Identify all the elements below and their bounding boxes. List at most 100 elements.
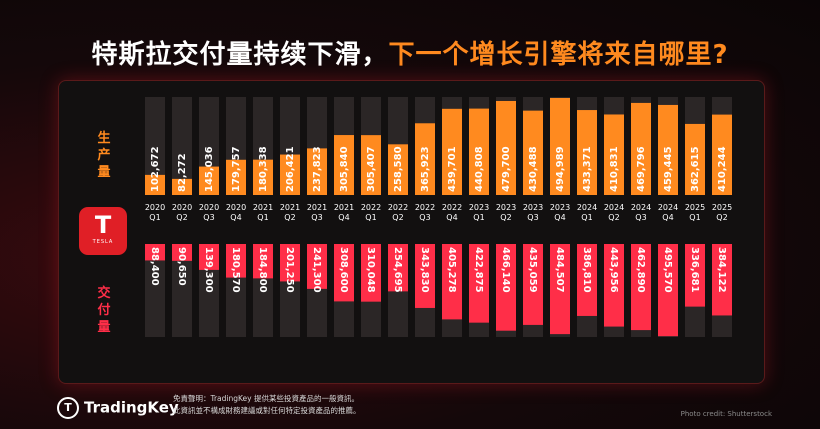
delivery-bar <box>577 244 597 316</box>
production-data-label: 305,840 <box>339 146 350 192</box>
x-tick-year: 2021 <box>253 203 273 212</box>
x-tick-year: 2023 <box>523 203 543 212</box>
x-tick-quarter: Q1 <box>689 213 700 222</box>
production-data-label: 479,700 <box>501 146 512 192</box>
production-data-label: 440,808 <box>474 146 485 192</box>
delivery-data-label: 310,048 <box>365 247 376 293</box>
x-tick-year: 2023 <box>496 203 516 212</box>
production-data-label: 206,421 <box>285 146 296 192</box>
x-tick-year: 2021 <box>307 203 327 212</box>
photo-credit: Photo credit: Shutterstock <box>680 410 772 418</box>
production-data-label: 494,989 <box>555 146 566 192</box>
delivery-bar <box>307 244 327 289</box>
x-tick-quarter: Q3 <box>311 213 322 222</box>
x-tick-year: 2020 <box>226 203 246 212</box>
x-tick-year: 2020 <box>199 203 219 212</box>
delivery-data-label: 90,650 <box>176 247 187 286</box>
x-tick-quarter: Q2 <box>716 213 727 222</box>
delivery-bar <box>658 244 678 337</box>
delivery-bar <box>388 244 408 292</box>
delivery-data-label: 443,956 <box>608 247 619 293</box>
production-bar <box>172 178 192 195</box>
delivery-data-label: 254,695 <box>392 247 403 293</box>
x-tick-quarter: Q4 <box>446 213 457 222</box>
x-tick-quarter: Q4 <box>338 213 349 222</box>
delivery-data-label: 139,300 <box>203 247 214 293</box>
x-tick-quarter: Q4 <box>230 213 241 222</box>
title-highlight: 下一个增长引擎将来自哪里? <box>388 40 729 70</box>
x-tick-year: 2023 <box>550 203 570 212</box>
delivery-bar <box>604 244 624 327</box>
x-tick-year: 2024 <box>658 203 678 212</box>
x-tick-quarter: Q1 <box>473 213 484 222</box>
production-data-label: 237,823 <box>312 146 323 192</box>
title-main: 特斯拉交付量持续下滑， <box>91 40 389 70</box>
x-tick-year: 2024 <box>631 203 651 212</box>
production-bar <box>496 100 516 195</box>
disclaimer: 免責聲明：TradingKey 提供某些投資產品的一般資訊。 此資訊並不構成財務… <box>173 393 361 417</box>
production-bar <box>712 114 732 195</box>
production-bar <box>469 108 489 195</box>
x-tick-year: 2025 <box>685 203 705 212</box>
delivery-data-label: 241,300 <box>311 247 322 293</box>
disclaimer-line-2: 此資訊並不構成財務建議或對任何特定投資產品的推薦。 <box>173 406 361 415</box>
production-bar <box>577 110 597 195</box>
production-data-label: 433,371 <box>582 146 593 192</box>
x-tick-quarter: Q1 <box>257 213 268 222</box>
x-tick-quarter: Q4 <box>554 213 565 222</box>
tesla-t-icon: T <box>94 211 112 239</box>
tesla-logo: T TESLA <box>79 207 127 255</box>
production-data-label: 179,757 <box>231 146 242 192</box>
production-data-label: 410,244 <box>717 146 728 192</box>
x-tick-quarter: Q1 <box>365 213 376 222</box>
x-tick-quarter: Q2 <box>176 213 187 222</box>
delivery-data-label: 384,122 <box>716 247 727 293</box>
delivery-bar <box>469 244 489 323</box>
x-tick-year: 2025 <box>712 203 732 212</box>
production-data-label: 180,338 <box>258 146 269 192</box>
production-data-label: 459,445 <box>663 146 674 192</box>
tradingkey-icon: T <box>57 397 79 419</box>
x-tick-year: 2022 <box>361 203 381 212</box>
production-data-label: 362,615 <box>690 146 701 192</box>
delivery-bar <box>145 244 165 261</box>
production-data-label: 469,796 <box>636 146 647 192</box>
x-tick-quarter: Q2 <box>608 213 619 222</box>
production-bar <box>388 144 408 195</box>
x-tick-quarter: Q3 <box>203 213 214 222</box>
production-track <box>145 97 165 195</box>
x-tick-quarter: Q4 <box>662 213 673 222</box>
production-bar <box>631 102 651 195</box>
x-tick-year: 2024 <box>577 203 597 212</box>
x-tick-year: 2022 <box>442 203 462 212</box>
production-data-label: 102,672 <box>150 146 161 192</box>
production-bar <box>334 135 354 195</box>
x-tick-year: 2020 <box>145 203 165 212</box>
production-bar <box>199 166 219 195</box>
x-tick-year: 2021 <box>334 203 354 212</box>
production-data-label: 365,923 <box>420 146 431 192</box>
production-bar <box>442 108 462 195</box>
delivery-bar <box>415 244 435 308</box>
delivery-bar <box>631 244 651 331</box>
delivery-bar <box>253 244 273 279</box>
delivery-data-label: 180,570 <box>230 247 241 293</box>
delivery-bar <box>550 244 570 335</box>
delivery-data-label: 88,400 <box>149 247 160 286</box>
production-bar <box>523 110 543 195</box>
production-bar <box>361 135 381 195</box>
delivery-data-label: 484,507 <box>554 247 565 293</box>
x-tick-year: 2023 <box>469 203 489 212</box>
delivery-data-label: 462,890 <box>635 247 646 293</box>
delivery-bar <box>334 244 354 302</box>
delivery-data-label: 201,250 <box>284 247 295 293</box>
tesla-wordmark: TESLA <box>92 239 114 245</box>
production-bar <box>280 154 300 195</box>
production-bar <box>550 97 570 195</box>
x-tick-year: 2021 <box>280 203 300 212</box>
delivery-data-label: 466,140 <box>500 247 511 293</box>
production-bar <box>604 114 624 195</box>
production-bar <box>307 148 327 195</box>
production-bar <box>226 159 246 195</box>
